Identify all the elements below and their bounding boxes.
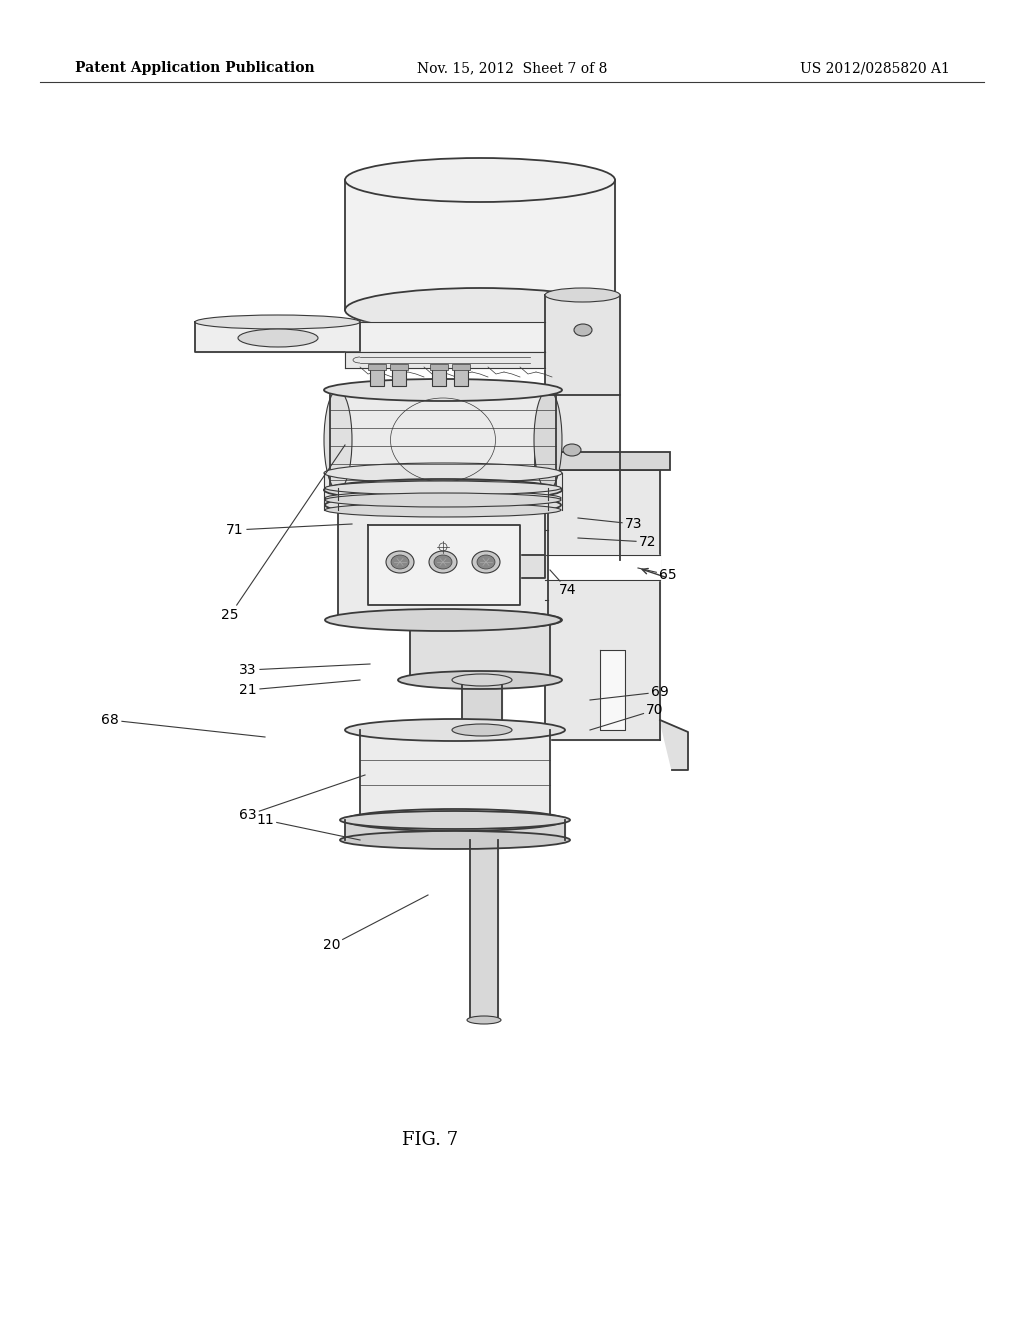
Ellipse shape	[429, 550, 457, 573]
Bar	[392, 368, 406, 385]
Polygon shape	[545, 294, 620, 395]
Ellipse shape	[467, 1016, 501, 1024]
Ellipse shape	[434, 554, 452, 569]
Text: 65: 65	[659, 568, 677, 582]
Ellipse shape	[195, 315, 360, 329]
Bar	[535, 451, 670, 470]
Polygon shape	[410, 620, 550, 680]
Ellipse shape	[324, 389, 352, 490]
Polygon shape	[462, 680, 502, 730]
Text: FIG. 7: FIG. 7	[402, 1131, 458, 1148]
Ellipse shape	[545, 288, 620, 302]
Bar	[390, 364, 408, 370]
Text: 73: 73	[626, 517, 643, 531]
Ellipse shape	[325, 494, 561, 516]
Text: 69: 69	[651, 685, 669, 700]
Ellipse shape	[325, 492, 561, 507]
Ellipse shape	[340, 832, 570, 849]
Ellipse shape	[345, 809, 565, 832]
Polygon shape	[324, 490, 562, 510]
Ellipse shape	[324, 379, 562, 401]
Ellipse shape	[452, 723, 512, 737]
Ellipse shape	[386, 550, 414, 573]
Ellipse shape	[238, 329, 318, 347]
Bar	[430, 364, 449, 370]
Polygon shape	[470, 840, 498, 1020]
Ellipse shape	[325, 491, 561, 506]
Polygon shape	[545, 470, 660, 741]
Ellipse shape	[477, 554, 495, 569]
Polygon shape	[195, 322, 360, 352]
Text: 71: 71	[226, 523, 244, 537]
Bar	[432, 368, 446, 385]
Text: 74: 74	[559, 583, 577, 597]
Text: 21: 21	[240, 682, 257, 697]
Ellipse shape	[324, 479, 562, 502]
Ellipse shape	[574, 323, 592, 337]
Text: 68: 68	[101, 713, 119, 727]
Ellipse shape	[345, 719, 565, 741]
Bar	[370, 368, 384, 385]
Ellipse shape	[391, 554, 409, 569]
Ellipse shape	[325, 503, 561, 517]
Ellipse shape	[324, 463, 562, 483]
Polygon shape	[338, 488, 548, 500]
Ellipse shape	[324, 480, 562, 500]
Polygon shape	[545, 601, 548, 620]
Text: 72: 72	[639, 535, 656, 549]
Ellipse shape	[325, 480, 561, 495]
Ellipse shape	[345, 288, 615, 333]
Ellipse shape	[398, 671, 562, 689]
Text: Nov. 15, 2012  Sheet 7 of 8: Nov. 15, 2012 Sheet 7 of 8	[417, 61, 607, 75]
Polygon shape	[368, 525, 520, 605]
Ellipse shape	[340, 810, 570, 829]
Text: 33: 33	[240, 663, 257, 677]
Polygon shape	[462, 389, 502, 620]
Polygon shape	[470, 554, 545, 578]
Ellipse shape	[472, 550, 500, 573]
Ellipse shape	[345, 158, 615, 202]
Polygon shape	[338, 498, 548, 510]
Text: 25: 25	[221, 609, 239, 622]
Ellipse shape	[325, 609, 561, 631]
Text: 63: 63	[240, 808, 257, 822]
Polygon shape	[345, 820, 565, 840]
Text: 11: 11	[256, 813, 273, 828]
Polygon shape	[545, 395, 620, 560]
Polygon shape	[600, 649, 625, 730]
Ellipse shape	[534, 389, 562, 490]
Polygon shape	[345, 352, 545, 368]
Ellipse shape	[563, 444, 581, 455]
Bar	[454, 368, 468, 385]
Polygon shape	[338, 389, 548, 490]
Bar	[368, 364, 386, 370]
Ellipse shape	[398, 611, 562, 630]
Text: Patent Application Publication: Patent Application Publication	[75, 61, 314, 75]
Polygon shape	[338, 506, 548, 620]
Polygon shape	[360, 322, 545, 352]
Bar	[452, 364, 470, 370]
Polygon shape	[660, 719, 688, 770]
Text: 70: 70	[646, 704, 664, 717]
Ellipse shape	[452, 675, 512, 686]
Text: 20: 20	[324, 939, 341, 952]
Polygon shape	[545, 510, 548, 531]
Polygon shape	[345, 180, 615, 310]
Polygon shape	[360, 730, 550, 820]
Text: US 2012/0285820 A1: US 2012/0285820 A1	[800, 61, 950, 75]
Polygon shape	[324, 473, 562, 490]
Polygon shape	[545, 554, 660, 579]
